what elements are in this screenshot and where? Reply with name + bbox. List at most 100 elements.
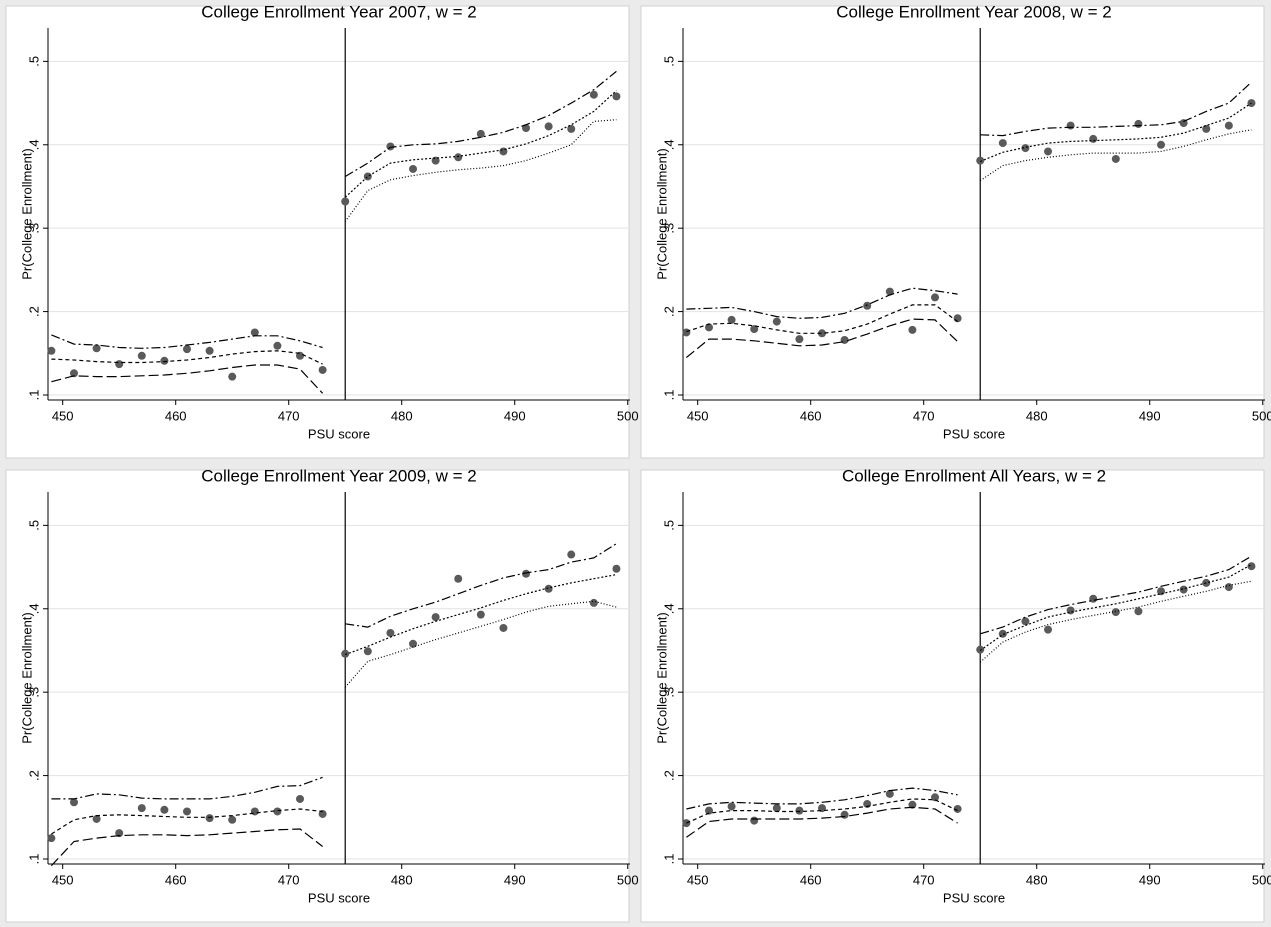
x-tick-label: 480 (391, 408, 413, 423)
data-point (544, 584, 553, 593)
x-tick-label: 500 (617, 408, 639, 423)
chart-title: College Enrollment Year 2007, w = 2 (201, 2, 477, 21)
fit-line (686, 287, 958, 319)
data-point (115, 829, 124, 838)
x-tick-label: 490 (504, 408, 526, 423)
data-point (137, 351, 146, 360)
y-tick-label: .4 (661, 139, 676, 150)
data-point (183, 807, 192, 816)
x-tick-label: 470 (913, 872, 935, 887)
data-point (750, 816, 759, 825)
data-point (160, 805, 169, 814)
data-point (772, 317, 781, 326)
data-point (476, 610, 485, 619)
x-tick-label: 450 (687, 872, 709, 887)
data-point (976, 645, 985, 654)
data-point (567, 550, 576, 559)
data-point (885, 789, 894, 798)
x-axis-label: PSU score (308, 426, 370, 441)
data-point (137, 804, 146, 813)
fit-line (344, 70, 617, 178)
x-tick-label: 490 (1139, 408, 1161, 423)
x-tick-label: 460 (165, 872, 187, 887)
data-point (953, 804, 962, 813)
x-tick-label: 450 (687, 408, 709, 423)
fit-line (686, 787, 958, 810)
data-point (1224, 583, 1233, 592)
data-point (931, 293, 940, 302)
x-tick-label: 470 (913, 408, 935, 423)
y-tick-label: .2 (26, 770, 41, 781)
data-point (1134, 607, 1143, 616)
subplot: College Enrollment All Years, w = 2 .1 .2.… (640, 466, 1271, 923)
data-point (1111, 154, 1120, 163)
y-tick-label: .2 (661, 770, 676, 781)
data-point (273, 341, 282, 350)
y-tick-label: .5 (26, 56, 41, 67)
y-tick-label: .3 (661, 687, 676, 698)
data-point (1089, 594, 1098, 603)
data-point (1224, 121, 1233, 130)
data-point (795, 806, 804, 815)
data-point (205, 814, 214, 823)
data-point (976, 156, 985, 165)
fit-line (980, 555, 1252, 635)
data-point (183, 345, 192, 354)
data-point (589, 90, 598, 99)
panel-background (5, 469, 630, 923)
data-point (296, 351, 305, 360)
y-tick-label: .4 (661, 603, 676, 614)
fit-line (50, 828, 323, 867)
data-point (318, 809, 327, 818)
y-tick-label: .1 (661, 390, 676, 401)
data-point (409, 164, 418, 173)
data-point (750, 325, 759, 334)
data-point (499, 623, 508, 632)
x-tick-label: 480 (391, 872, 413, 887)
data-point (341, 197, 350, 206)
x-axis-label: PSU score (308, 890, 370, 905)
y-tick-label: .4 (26, 603, 41, 614)
subplot: College Enrollment Year 2007, w = 2 .1 .2.… (5, 2, 639, 459)
subplot: College Enrollment Year 2008, w = 2 .1 .2.… (640, 2, 1271, 459)
data-point (885, 287, 894, 296)
fit-line (344, 574, 617, 656)
fit-line (344, 600, 617, 688)
fit-line (51, 350, 323, 365)
data-point (363, 647, 372, 656)
fit-line (686, 318, 959, 358)
data-point (818, 329, 827, 338)
y-axis-label: Pr(College Enrollment) (19, 612, 34, 744)
data-point (1021, 144, 1030, 153)
data-point (682, 819, 691, 828)
data-point (795, 335, 804, 344)
data-point (544, 122, 553, 131)
data-point (1044, 625, 1053, 634)
data-point (998, 139, 1007, 148)
data-point (1134, 119, 1143, 128)
fit-line (51, 364, 324, 394)
data-point (228, 372, 237, 381)
data-point (69, 369, 78, 378)
data-point (727, 802, 736, 811)
data-point (1202, 578, 1211, 587)
data-point (273, 807, 282, 816)
y-axis-label: Pr(College Enrollment) (654, 612, 669, 744)
panel-background (5, 5, 630, 459)
y-tick-label: .5 (661, 56, 676, 67)
data-point (589, 598, 598, 607)
data-point (612, 92, 621, 101)
y-tick-label: .5 (661, 520, 676, 531)
y-axis-label: Pr(College Enrollment) (19, 148, 34, 280)
data-point (431, 613, 440, 622)
data-point (318, 365, 327, 374)
fit-line (979, 129, 1252, 182)
fit-line (980, 81, 1252, 137)
data-point (69, 798, 78, 807)
data-point (341, 649, 350, 658)
data-point (250, 807, 259, 816)
data-point (522, 569, 531, 578)
fit-line (979, 564, 1252, 651)
fit-line (345, 543, 617, 628)
